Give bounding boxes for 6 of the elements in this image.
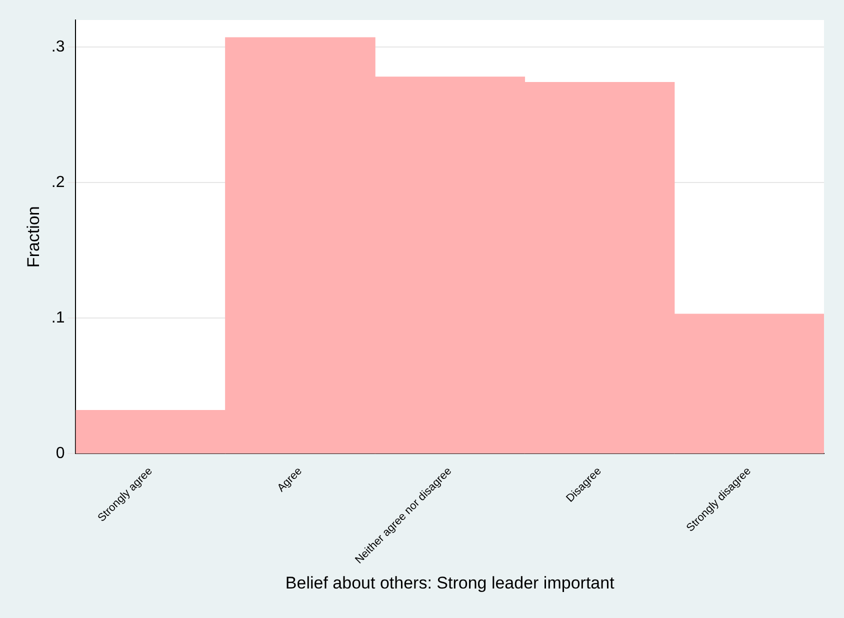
y-axis-title: Fraction xyxy=(24,206,43,268)
y-tick-label: 0 xyxy=(56,445,65,462)
y-tick-label: .2 xyxy=(51,174,65,192)
y-tick-label: .3 xyxy=(51,38,65,56)
x-axis-title: Belief about others: Strong leader important xyxy=(285,573,615,592)
y-tick-label: .1 xyxy=(51,310,65,327)
